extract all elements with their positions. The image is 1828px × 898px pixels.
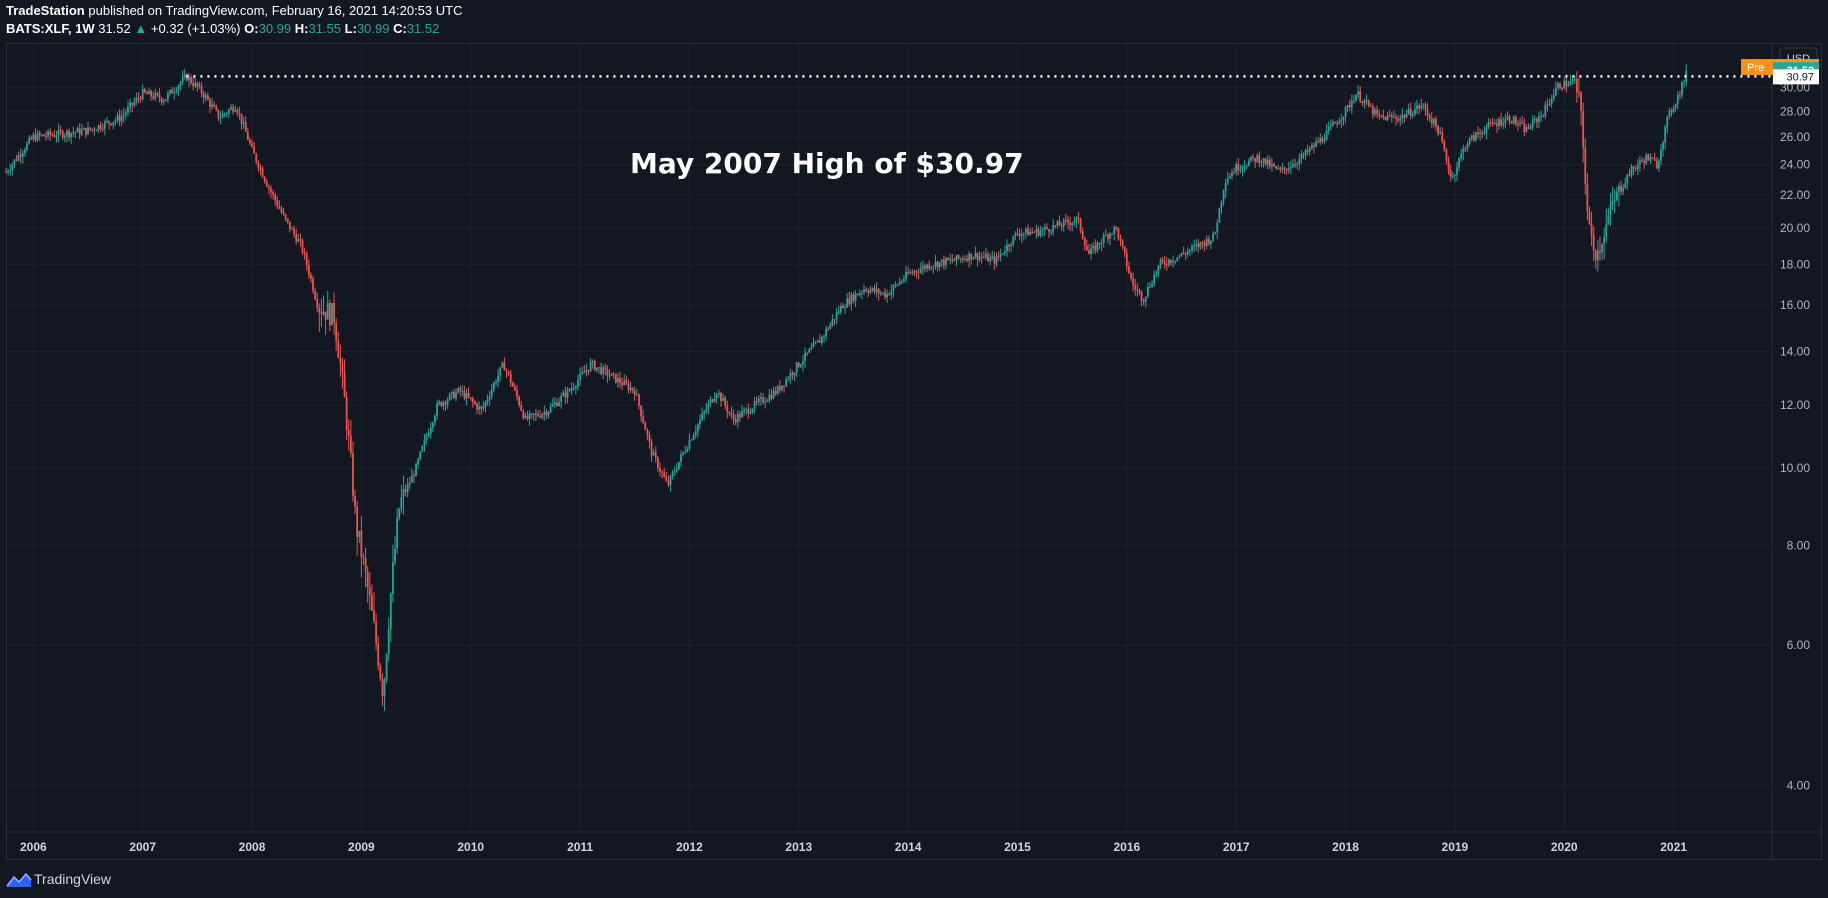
high-label: H: bbox=[294, 21, 309, 36]
open-value: 30.99 bbox=[258, 21, 292, 36]
publish-info: TradeStation published on TradingView.co… bbox=[6, 2, 462, 20]
up-triangle-icon: ▲ bbox=[134, 21, 148, 36]
chart-frame bbox=[6, 43, 1822, 860]
high-value: 31.55 bbox=[308, 21, 342, 36]
open-label: O: bbox=[244, 21, 259, 36]
tradingview-logo-icon bbox=[6, 872, 32, 887]
low-value: 30.99 bbox=[356, 21, 390, 36]
published-text: published on TradingView.com, February 1… bbox=[88, 3, 463, 18]
low-label: L: bbox=[344, 21, 357, 36]
chart-header: TradeStation published on TradingView.co… bbox=[0, 0, 1828, 43]
publisher-name[interactable]: TradeStation bbox=[6, 3, 85, 18]
footer: TradingView bbox=[0, 862, 1828, 898]
price-change: +0.32 (+1.03%) bbox=[150, 21, 241, 36]
close-label: C: bbox=[393, 21, 407, 36]
close-value: 31.52 bbox=[406, 21, 440, 36]
last-price: 31.52 bbox=[98, 21, 131, 36]
symbol-label[interactable]: BATS:XLF, 1W bbox=[6, 21, 95, 36]
tradingview-brand[interactable]: TradingView bbox=[34, 871, 112, 887]
annotation-label: May 2007 High of $30.97 bbox=[630, 147, 1024, 180]
symbol-legend: BATS:XLF, 1W 31.52 ▲ +0.32 (+1.03%) O:30… bbox=[6, 20, 439, 38]
